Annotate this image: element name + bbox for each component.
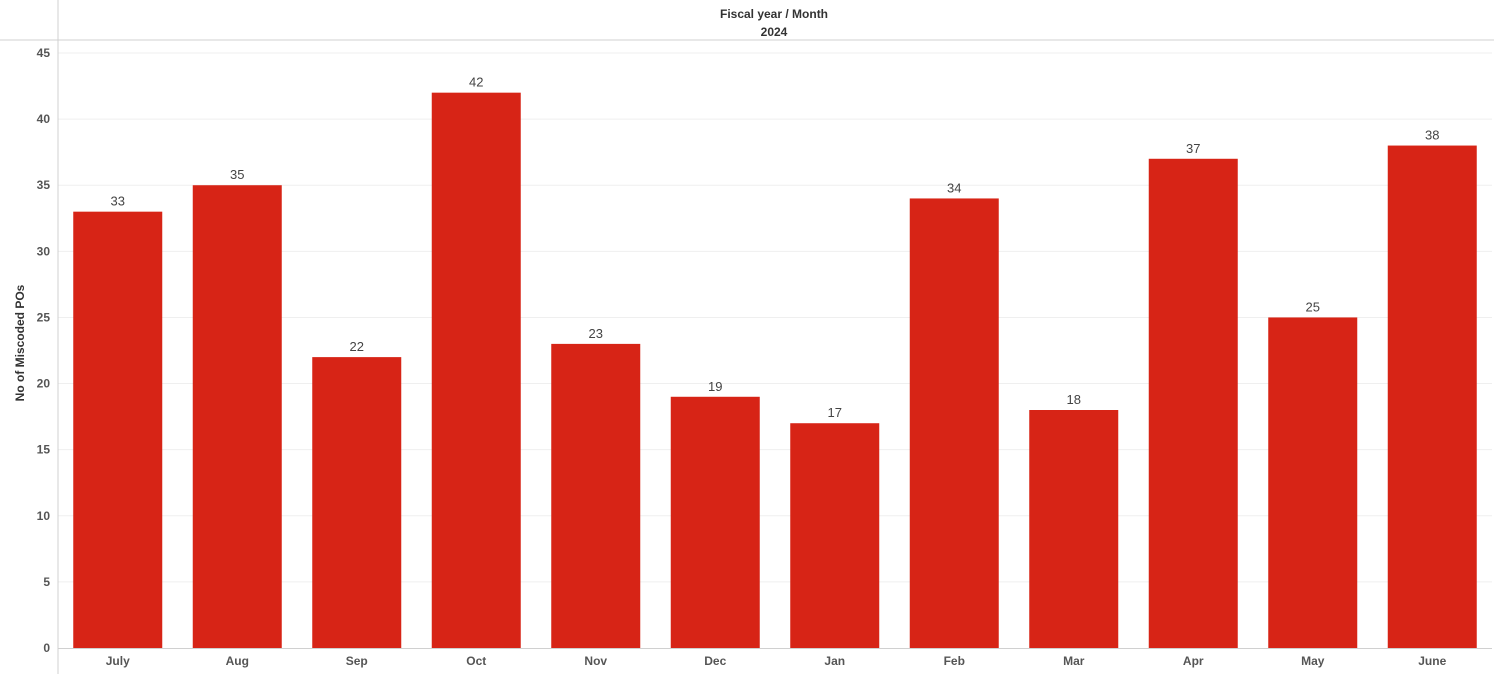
- y-axis-title: No of Miscoded POs: [13, 284, 27, 401]
- x-tick-label: Aug: [226, 654, 249, 668]
- x-axis-ticks: July Aug Sep Oct Nov Dec Jan Feb Mar Apr May June: [106, 654, 1447, 668]
- x-tick-label: Feb: [944, 654, 965, 668]
- bar-jan[interactable]: [790, 423, 880, 648]
- x-tick-label: July: [106, 654, 130, 668]
- y-tick-label: 45: [37, 46, 51, 60]
- x-tick-label: Mar: [1063, 654, 1085, 668]
- chart-header-subtitle: 2024: [761, 25, 788, 39]
- data-label: 25: [1306, 299, 1320, 314]
- x-tick-label: May: [1301, 654, 1325, 668]
- x-tick-label: Nov: [584, 654, 607, 668]
- data-label: 19: [708, 379, 722, 394]
- y-tick-label: 15: [37, 443, 51, 457]
- gridlines: [58, 52, 1492, 583]
- data-label: 35: [230, 167, 244, 182]
- data-label: 18: [1067, 392, 1081, 407]
- data-label: 38: [1425, 128, 1439, 143]
- y-axis-ticks: 0 5 10 15 20 25 30 35 40 45: [37, 46, 51, 655]
- data-label: 33: [111, 194, 125, 209]
- bar-nov[interactable]: [551, 343, 641, 648]
- x-tick-label: June: [1418, 654, 1446, 668]
- data-label: 37: [1186, 141, 1200, 156]
- data-labels: 33 35 22 42 23 19 17 34 18 37 25 38: [111, 75, 1440, 421]
- y-tick-label: 35: [37, 178, 51, 192]
- x-tick-label: Dec: [704, 654, 726, 668]
- y-tick-label: 25: [37, 310, 51, 324]
- y-tick-label: 0: [43, 641, 50, 655]
- bars: [73, 92, 1477, 649]
- data-label: 42: [469, 75, 483, 90]
- bar-mar[interactable]: [1029, 410, 1119, 648]
- x-tick-label: Jan: [824, 654, 845, 668]
- bar-july[interactable]: [73, 211, 163, 648]
- x-tick-label: Sep: [346, 654, 368, 668]
- x-tick-label: Oct: [466, 654, 486, 668]
- chart-header-title: Fiscal year / Month: [720, 7, 828, 21]
- y-tick-label: 40: [37, 112, 51, 126]
- bar-oct[interactable]: [431, 92, 521, 648]
- bar-feb[interactable]: [909, 198, 999, 648]
- data-label: 23: [589, 326, 603, 341]
- y-tick-label: 30: [37, 244, 51, 258]
- bar-aug[interactable]: [192, 185, 282, 648]
- data-label: 34: [947, 180, 961, 195]
- x-tick-label: Apr: [1183, 654, 1204, 668]
- data-label: 22: [350, 339, 364, 354]
- bar-may[interactable]: [1268, 317, 1358, 648]
- bar-june[interactable]: [1387, 145, 1477, 649]
- bar-apr[interactable]: [1148, 158, 1238, 648]
- y-tick-label: 20: [37, 377, 51, 391]
- y-tick-label: 5: [43, 575, 50, 589]
- y-tick-label: 10: [37, 509, 51, 523]
- bar-sep[interactable]: [312, 357, 402, 648]
- bar-dec[interactable]: [670, 396, 760, 648]
- data-label: 17: [828, 405, 842, 420]
